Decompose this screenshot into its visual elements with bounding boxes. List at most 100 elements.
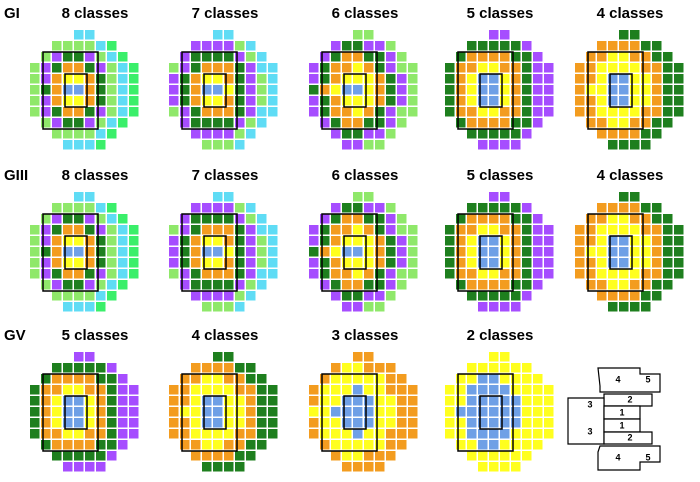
field-cell <box>511 52 521 62</box>
field-cell <box>246 118 256 128</box>
field-cell <box>96 302 106 312</box>
field-cell <box>641 118 651 128</box>
field-cell <box>191 52 201 62</box>
field-cell <box>213 214 223 224</box>
field-cell <box>118 85 128 95</box>
field-cell <box>608 63 618 73</box>
field-grid <box>445 352 554 472</box>
field-cell <box>246 63 256 73</box>
field-grid <box>575 192 684 312</box>
field-cell <box>500 85 510 95</box>
field-cell <box>533 63 543 73</box>
field-cell <box>500 214 510 224</box>
field-cell <box>489 385 499 395</box>
field-cell <box>478 451 488 461</box>
field-cell <box>489 203 499 213</box>
field-cell <box>544 63 554 73</box>
field-cell <box>63 363 73 373</box>
field-cell <box>489 396 499 406</box>
field-cell <box>246 280 256 290</box>
field-cell <box>353 225 363 235</box>
field-cell <box>445 107 455 117</box>
field-cell <box>107 407 117 417</box>
field-cell <box>445 96 455 106</box>
field-cell <box>118 118 128 128</box>
field-cell <box>96 258 106 268</box>
field-cell <box>85 396 95 406</box>
field-cell <box>63 269 73 279</box>
field-cell <box>630 291 640 301</box>
field-cell <box>386 418 396 428</box>
cluster-outline <box>181 51 238 130</box>
field-cell <box>63 41 73 51</box>
field-cell <box>107 118 117 128</box>
field-cell <box>191 396 201 406</box>
legend-label: 2 <box>627 394 632 404</box>
field-cell <box>544 429 554 439</box>
field-cell <box>235 440 245 450</box>
field-cell <box>489 192 499 202</box>
field-cell <box>674 269 684 279</box>
field-cell <box>478 247 488 257</box>
field-cell <box>619 107 629 117</box>
field-cell <box>674 247 684 257</box>
field-grid <box>575 30 684 150</box>
field-cell <box>353 140 363 150</box>
field-cell <box>467 236 477 246</box>
field-cell <box>489 74 499 84</box>
cluster-outline <box>321 51 378 130</box>
field-cell <box>118 418 128 428</box>
field-cell <box>489 129 499 139</box>
field-cell <box>235 280 245 290</box>
field-cell <box>180 396 190 406</box>
field-cell <box>129 247 139 257</box>
field-cell <box>467 96 477 106</box>
field-cell <box>522 451 532 461</box>
field-cell <box>320 396 330 406</box>
field-cell <box>619 192 629 202</box>
field-cell <box>118 269 128 279</box>
field-cell <box>478 107 488 117</box>
field-cell <box>96 418 106 428</box>
field-cell <box>456 236 466 246</box>
field-cell <box>467 129 477 139</box>
field-cell <box>478 374 488 384</box>
field-cell <box>213 107 223 117</box>
field-cell <box>445 269 455 279</box>
field-cell <box>586 269 596 279</box>
field-cell <box>331 269 341 279</box>
field-cell <box>202 140 212 150</box>
field-cell <box>511 258 521 268</box>
field-cell <box>191 96 201 106</box>
legend-label: 5 <box>645 374 650 384</box>
field-cell <box>180 52 190 62</box>
field-cell <box>663 85 673 95</box>
field-cell <box>224 269 234 279</box>
field-cell <box>641 85 651 95</box>
field-cell <box>478 214 488 224</box>
field-cell <box>445 247 455 257</box>
field-cell <box>96 129 106 139</box>
field-cell <box>544 418 554 428</box>
field-cell <box>619 269 629 279</box>
field-cell <box>246 429 256 439</box>
field-cell <box>522 385 532 395</box>
field-cell <box>533 440 543 450</box>
field-cell <box>191 291 201 301</box>
field-cell <box>478 280 488 290</box>
field-cell <box>107 418 117 428</box>
field-cell <box>107 236 117 246</box>
field-cell <box>630 236 640 246</box>
field-cell <box>213 118 223 128</box>
field-cell <box>191 236 201 246</box>
field-cell <box>191 225 201 235</box>
field-cell <box>408 96 418 106</box>
field-cell <box>597 63 607 73</box>
field-cell <box>386 269 396 279</box>
field-cell <box>500 192 510 202</box>
field-cell <box>342 418 352 428</box>
field-cell <box>522 374 532 384</box>
field-cell <box>375 363 385 373</box>
field-cell <box>63 85 73 95</box>
field-cell <box>180 429 190 439</box>
